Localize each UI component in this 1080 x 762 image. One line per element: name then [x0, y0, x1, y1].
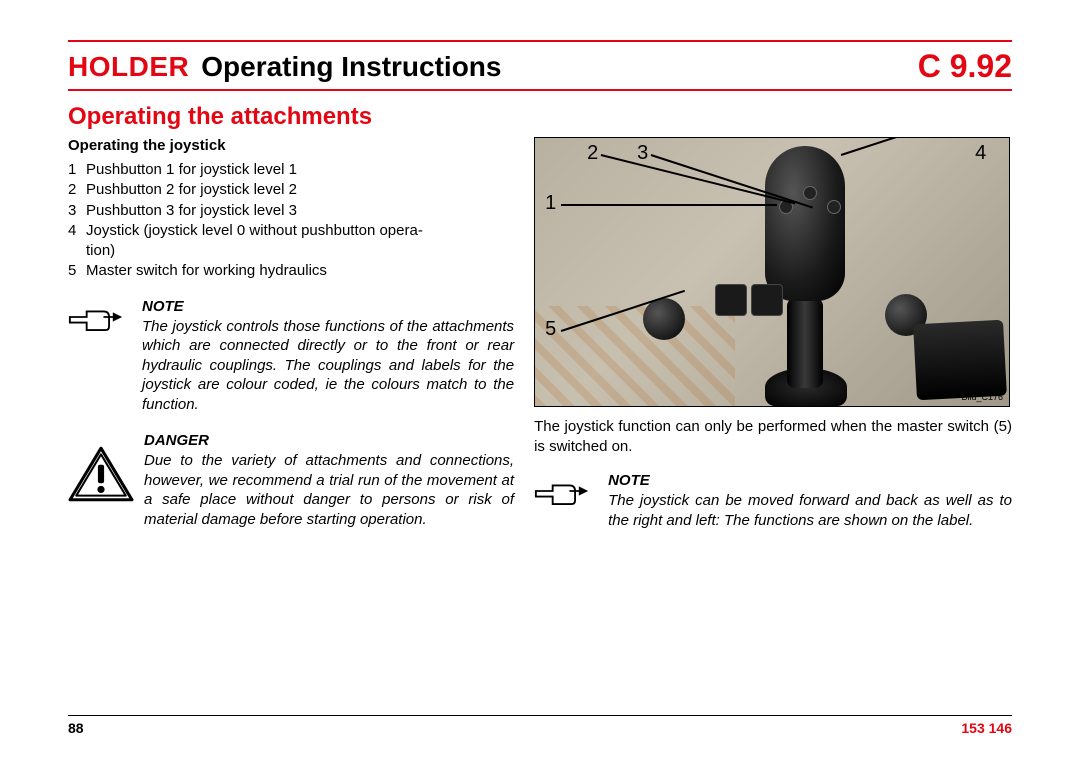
doc-code: 153 146	[961, 720, 1012, 736]
footer: 88 153 146	[68, 715, 1012, 736]
header: HOLDER Operating Instructions C 9.92	[68, 44, 1012, 89]
note-text: The joystick controls those functions of…	[142, 317, 514, 415]
danger-label: DANGER	[144, 432, 514, 449]
callout-2: 2	[587, 142, 598, 165]
page-code: C 9.92	[918, 48, 1012, 85]
callout-1: 1	[545, 192, 556, 215]
list-item: 4Joystick (joystick level 0 without push…	[68, 221, 514, 262]
callout-5: 5	[545, 318, 556, 341]
list-item: 5Master switch for working hydraulics	[68, 261, 514, 281]
warning-triangle-icon	[68, 446, 134, 509]
header-rule-top	[68, 40, 1012, 42]
hand-pointing-icon	[534, 474, 590, 513]
left-column: Operating the joystick 1Pushbutton 1 for…	[68, 137, 514, 548]
right-column: 1 2 3 4 5 Bild_C176 The joystick functio…	[534, 137, 1012, 548]
note-label-2: NOTE	[608, 472, 1012, 489]
note-block: NOTE The joystick controls those functio…	[68, 298, 514, 415]
list-item: 1Pushbutton 1 for joystick level 1	[68, 160, 514, 180]
joystick-photo: 1 2 3 4 5 Bild_C176	[534, 137, 1010, 407]
danger-text: Due to the variety of attachments and co…	[144, 451, 514, 529]
header-title: Operating Instructions	[201, 51, 501, 83]
callout-4: 4	[975, 142, 986, 165]
note-label: NOTE	[142, 298, 514, 315]
section-title: Operating the attachments	[68, 103, 1012, 131]
list-item: 3Pushbutton 3 for joystick level 3	[68, 201, 514, 221]
callout-3: 3	[637, 142, 648, 165]
danger-block: DANGER Due to the variety of attachments…	[68, 432, 514, 529]
note-block-2: NOTE The joystick can be moved forward a…	[534, 472, 1012, 530]
list-item: 2Pushbutton 2 for joystick level 2	[68, 180, 514, 200]
hand-pointing-icon	[68, 300, 124, 339]
footer-rule	[68, 715, 1012, 716]
right-body-text: The joystick function can only be perfor…	[534, 417, 1012, 456]
photo-credit: Bild_C176	[962, 392, 1004, 402]
note-text-2: The joystick can be moved forward and ba…	[608, 491, 1012, 530]
brand-logo: HOLDER	[68, 51, 189, 83]
subheading: Operating the joystick	[68, 137, 514, 154]
numbered-list: 1Pushbutton 1 for joystick level 1 2Push…	[68, 160, 514, 282]
header-rule-bottom	[68, 89, 1012, 91]
content-columns: Operating the joystick 1Pushbutton 1 for…	[68, 137, 1012, 548]
page-number: 88	[68, 720, 84, 736]
